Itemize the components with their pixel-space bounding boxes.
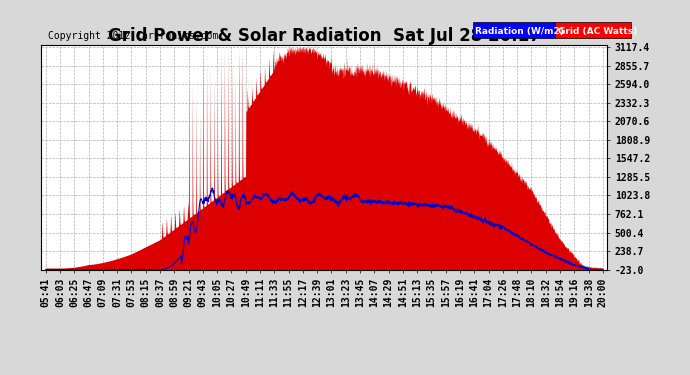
Title: Grid Power & Solar Radiation  Sat Jul 28 20:17: Grid Power & Solar Radiation Sat Jul 28 … xyxy=(108,27,541,45)
Text: Copyright 2012 Cartronics.com: Copyright 2012 Cartronics.com xyxy=(48,32,219,41)
Text: Grid (AC Watts): Grid (AC Watts) xyxy=(558,27,637,36)
Text: Radiation (W/m2): Radiation (W/m2) xyxy=(475,27,564,36)
